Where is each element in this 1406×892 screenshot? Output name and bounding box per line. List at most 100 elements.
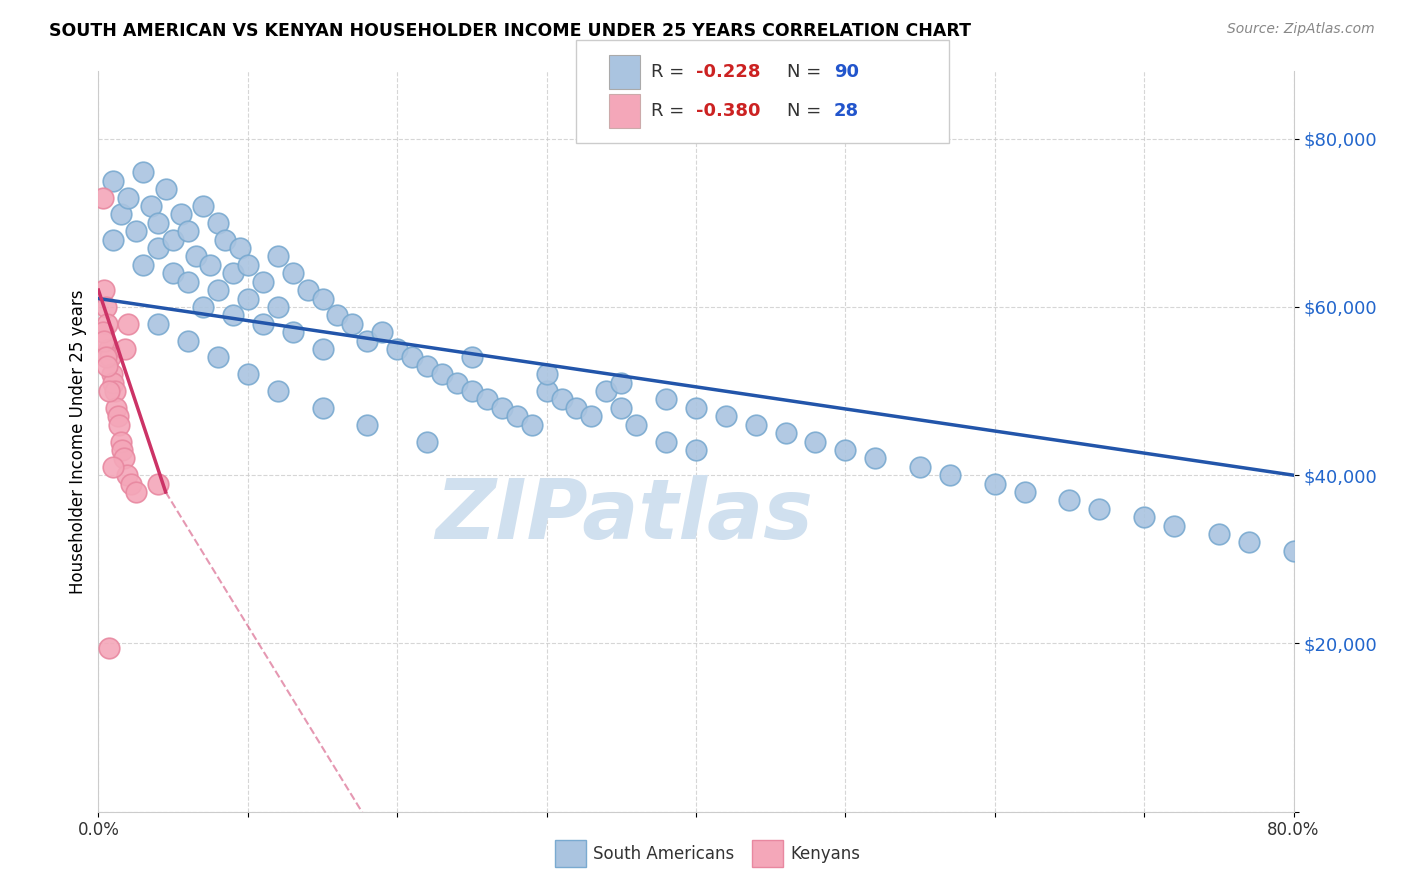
Point	[297, 283, 319, 297]
Point	[311, 401, 333, 415]
Point	[222, 266, 245, 280]
Point	[581, 409, 603, 424]
Point	[117, 190, 139, 204]
Text: ZIPatlas: ZIPatlas	[436, 475, 813, 556]
Point	[148, 317, 170, 331]
Point	[685, 401, 707, 415]
Point	[236, 368, 259, 382]
Point	[110, 434, 132, 449]
Point	[169, 207, 191, 221]
Point	[1163, 518, 1185, 533]
Point	[775, 426, 797, 441]
Point	[385, 342, 409, 356]
Point	[371, 325, 394, 339]
Point	[236, 292, 259, 306]
Point	[520, 417, 543, 432]
Point	[98, 351, 122, 365]
Point	[610, 401, 633, 415]
Point	[107, 409, 129, 424]
Point	[416, 359, 439, 373]
Point	[281, 325, 304, 339]
Point	[93, 334, 115, 348]
Point	[96, 359, 118, 373]
Point	[97, 342, 120, 356]
Point	[446, 376, 468, 390]
Point	[155, 182, 177, 196]
Point	[1282, 544, 1305, 558]
Point	[207, 216, 229, 230]
Point	[610, 376, 633, 390]
Point	[111, 442, 134, 457]
Point	[200, 258, 222, 272]
Point	[356, 417, 378, 432]
Point	[655, 392, 678, 407]
Point	[1014, 485, 1036, 500]
Point	[108, 417, 131, 432]
Point	[281, 266, 304, 280]
Text: 28: 28	[834, 102, 859, 120]
Point	[491, 401, 513, 415]
Point	[356, 334, 378, 348]
Point	[148, 241, 170, 255]
Point	[101, 368, 124, 382]
Point	[430, 368, 453, 382]
Point	[110, 207, 132, 221]
Point	[120, 476, 142, 491]
Point	[132, 165, 155, 179]
Point	[115, 468, 138, 483]
Point	[536, 384, 558, 398]
Point	[114, 342, 136, 356]
Point	[222, 309, 245, 323]
Point	[834, 442, 856, 457]
Point	[103, 459, 125, 474]
Point	[1133, 510, 1156, 524]
Point	[94, 300, 117, 314]
Point	[97, 384, 120, 398]
Point	[311, 342, 333, 356]
Text: -0.228: -0.228	[696, 63, 761, 81]
Point	[103, 174, 125, 188]
Point	[745, 417, 768, 432]
Point	[565, 401, 588, 415]
Point	[416, 434, 439, 449]
Y-axis label: Householder Income Under 25 years: Householder Income Under 25 years	[69, 289, 87, 594]
Point	[229, 241, 252, 255]
Point	[93, 283, 115, 297]
Point	[177, 275, 200, 289]
Point	[148, 476, 170, 491]
Point	[804, 434, 827, 449]
Point	[626, 417, 648, 432]
Point	[112, 451, 135, 466]
Text: Source: ZipAtlas.com: Source: ZipAtlas.com	[1227, 22, 1375, 37]
Point	[267, 250, 290, 264]
Point	[1208, 527, 1230, 541]
Point	[506, 409, 529, 424]
Point	[132, 258, 155, 272]
Point	[177, 224, 200, 238]
Point	[267, 384, 290, 398]
Point	[207, 283, 229, 297]
Point	[714, 409, 737, 424]
Text: R =: R =	[651, 63, 690, 81]
Point	[177, 334, 200, 348]
Point	[207, 351, 229, 365]
Point	[191, 300, 214, 314]
Point	[91, 190, 114, 204]
Point	[148, 216, 170, 230]
Point	[267, 300, 290, 314]
Point	[97, 640, 120, 655]
Point	[125, 485, 148, 500]
Point	[865, 451, 887, 466]
Point	[117, 317, 139, 331]
Point	[162, 266, 184, 280]
Text: SOUTH AMERICAN VS KENYAN HOUSEHOLDER INCOME UNDER 25 YEARS CORRELATION CHART: SOUTH AMERICAN VS KENYAN HOUSEHOLDER INC…	[49, 22, 972, 40]
Point	[595, 384, 617, 398]
Point	[536, 368, 558, 382]
Point	[908, 459, 931, 474]
Point	[401, 351, 423, 365]
Point	[139, 199, 162, 213]
Point	[103, 376, 125, 390]
Point	[342, 317, 364, 331]
Point	[103, 233, 125, 247]
Point	[984, 476, 1007, 491]
